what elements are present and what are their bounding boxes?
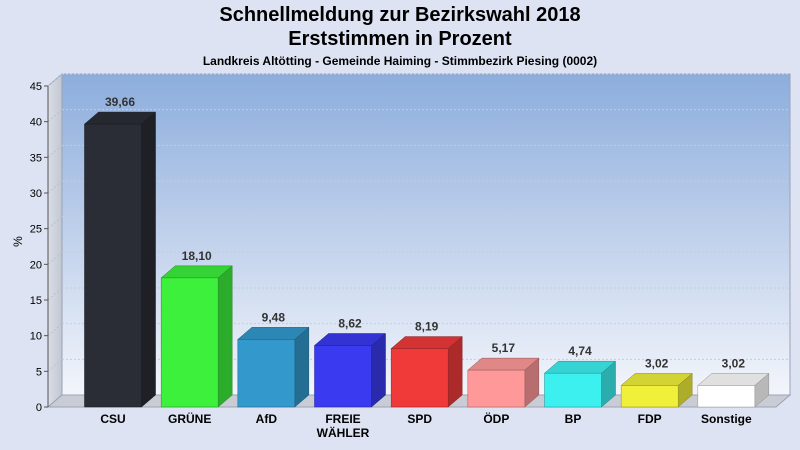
gridline-side: [47, 73, 63, 87]
value-label: 8,19: [415, 320, 439, 334]
gridline-side: [47, 109, 63, 123]
y-tick-label: 20: [30, 259, 42, 271]
y-tick-label: 25: [30, 224, 42, 236]
bar-front: [160, 277, 219, 408]
category-label: SPD: [407, 412, 432, 426]
y-tick-label: 40: [30, 117, 42, 129]
bar-sonstige: [697, 372, 770, 408]
gridline-side: [47, 251, 63, 265]
category-label: ÖDP: [483, 411, 509, 426]
bar-freie-wähler: [313, 332, 387, 408]
category-label: AfD: [256, 412, 278, 426]
bar-csu: [83, 111, 157, 408]
bar-ödp: [467, 357, 540, 408]
bar-afd: [237, 326, 310, 408]
value-label: 9,48: [262, 310, 286, 324]
category-label: FREIE: [325, 412, 360, 426]
value-label: 5,17: [492, 341, 516, 355]
bar-side: [141, 111, 156, 408]
bar-side: [294, 326, 310, 408]
bar-front: [620, 385, 679, 408]
category-label: FDP: [638, 412, 662, 426]
bar-fdp: [620, 372, 693, 408]
bar-front: [84, 123, 142, 408]
plot-side-wall: [47, 72, 63, 409]
gridline-side: [47, 180, 63, 194]
value-label: 3,02: [645, 356, 669, 370]
bar-front: [467, 369, 526, 408]
value-label: 39,66: [105, 95, 135, 109]
chart-titles: Schnellmeldung zur Bezirkswahl 2018 Erst…: [0, 0, 800, 69]
bar-front: [697, 385, 756, 408]
value-label: 4,74: [568, 344, 592, 358]
y-tick-label: 15: [30, 295, 42, 307]
gridline-side: [47, 323, 63, 337]
chart-caption: Landkreis Altötting - Gemeinde Haiming -…: [202, 54, 598, 68]
y-tick-label: 0: [36, 402, 42, 414]
gridline-side: [47, 216, 63, 230]
category-label: WÄHLER: [317, 425, 370, 440]
category-label: CSU: [100, 412, 125, 426]
bar-front: [544, 372, 602, 408]
y-tick-label: 45: [30, 81, 42, 93]
y-axis-label: %: [11, 236, 25, 247]
chart-title: Schnellmeldung zur Bezirkswahl 2018: [219, 4, 581, 26]
gridline-side: [47, 287, 63, 301]
y-tick-label: 30: [30, 188, 42, 200]
value-label: 18,10: [182, 249, 212, 263]
y-tick-label: 35: [30, 152, 42, 164]
value-label: 8,62: [338, 317, 362, 331]
gridline-side: [47, 144, 63, 158]
bar-front: [390, 348, 449, 408]
y-tick-label: 10: [30, 331, 42, 343]
bar-spd: [390, 336, 463, 408]
bar-side: [217, 265, 233, 408]
bar-grüne: [160, 265, 233, 408]
chart-subtitle: Erststimmen in Prozent: [288, 28, 512, 50]
bar-bp: [543, 360, 617, 408]
gridline-side: [47, 358, 63, 372]
value-label: 3,02: [722, 356, 746, 370]
y-tick-label: 5: [36, 366, 42, 378]
bar-front: [314, 345, 372, 408]
category-label: Sonstige: [701, 412, 752, 426]
bar-side: [371, 332, 386, 408]
category-label: GRÜNE: [168, 411, 211, 426]
bar-front: [237, 339, 296, 408]
category-label: BP: [565, 412, 582, 426]
bar-side: [447, 336, 463, 408]
